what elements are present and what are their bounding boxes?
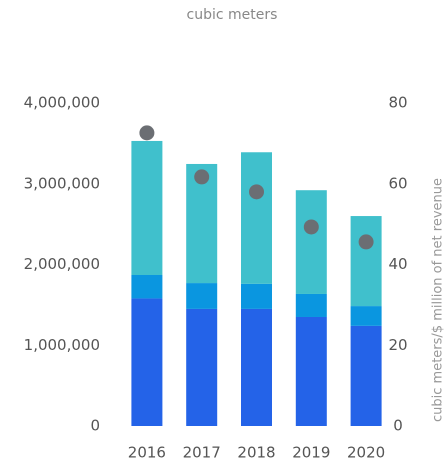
y-tick-label: 4,000,000 <box>24 94 100 112</box>
y-tick-label: 2,000,000 <box>24 255 100 273</box>
y-tick-label: 1,000,000 <box>24 336 100 354</box>
dot <box>139 125 155 141</box>
bar-segment <box>350 306 382 326</box>
x-tick-label: 2017 <box>183 444 221 462</box>
y2-tick-label: 60 <box>388 174 407 192</box>
y2-axis-label: cubic meters/$ million of net revenue <box>431 178 446 422</box>
bar-segment <box>131 274 163 299</box>
x-tick-label: 2020 <box>347 444 385 462</box>
y-tick-label: 0 <box>90 417 100 435</box>
dot <box>194 169 210 185</box>
x-tick-label: 2019 <box>292 444 330 462</box>
y-tick-label: 3,000,000 <box>24 174 100 192</box>
bar-segment <box>186 283 218 309</box>
bar-segment <box>295 316 327 426</box>
bar-segment <box>350 325 382 426</box>
bar-segment <box>295 190 327 294</box>
y2-tick-label: 20 <box>388 336 407 354</box>
y2-tick-label: 80 <box>388 94 407 112</box>
chart-title: cubic meters <box>187 7 278 23</box>
x-tick-label: 2018 <box>237 444 275 462</box>
bar-segment <box>241 283 272 309</box>
bar-segment <box>241 152 272 284</box>
bar-segment <box>131 140 163 275</box>
bar-segment <box>350 216 382 307</box>
bar-segment <box>295 293 327 317</box>
bar-segment <box>186 308 218 426</box>
bar-segment <box>131 298 163 426</box>
dot <box>303 219 319 235</box>
dot <box>358 234 374 250</box>
y2-tick-label: 40 <box>388 255 407 273</box>
y2-tick-label: 0 <box>393 417 403 435</box>
x-tick-label: 2016 <box>128 444 166 462</box>
dot <box>249 184 264 200</box>
bar-segment <box>241 308 272 426</box>
